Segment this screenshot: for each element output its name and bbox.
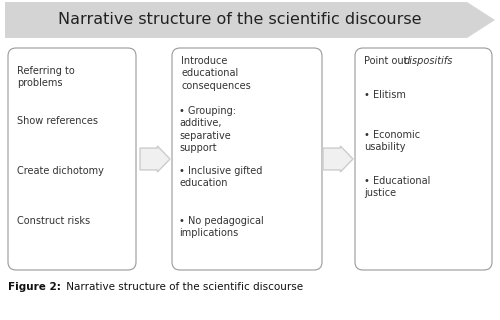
FancyBboxPatch shape bbox=[355, 48, 492, 270]
Text: Create dichotomy: Create dichotomy bbox=[17, 166, 104, 176]
Text: • Educational
justice: • Educational justice bbox=[364, 176, 430, 198]
Text: • Economic
usability: • Economic usability bbox=[364, 130, 420, 152]
FancyBboxPatch shape bbox=[8, 48, 136, 270]
Text: Narrative structure of the scientific discourse: Narrative structure of the scientific di… bbox=[50, 282, 303, 292]
Text: • Elitism: • Elitism bbox=[364, 90, 406, 100]
Text: • Grouping:
additive,
separative
support: • Grouping: additive, separative support bbox=[179, 106, 236, 153]
Text: Point out: Point out bbox=[364, 56, 410, 66]
Text: Construct risks: Construct risks bbox=[17, 216, 90, 226]
Text: Show references: Show references bbox=[17, 116, 98, 126]
Text: Figure 2:: Figure 2: bbox=[8, 282, 61, 292]
Text: Referring to
problems: Referring to problems bbox=[17, 66, 75, 88]
Text: • No pedagogical
implications: • No pedagogical implications bbox=[179, 216, 264, 238]
Polygon shape bbox=[140, 146, 170, 172]
Polygon shape bbox=[5, 2, 495, 38]
Text: • Inclusive gifted
education: • Inclusive gifted education bbox=[179, 166, 262, 188]
FancyBboxPatch shape bbox=[172, 48, 322, 270]
Polygon shape bbox=[323, 146, 353, 172]
Text: Introduce
educational
consequences: Introduce educational consequences bbox=[181, 56, 251, 91]
Text: dispositifs: dispositifs bbox=[404, 56, 454, 66]
Text: Narrative structure of the scientific discourse: Narrative structure of the scientific di… bbox=[58, 12, 422, 28]
